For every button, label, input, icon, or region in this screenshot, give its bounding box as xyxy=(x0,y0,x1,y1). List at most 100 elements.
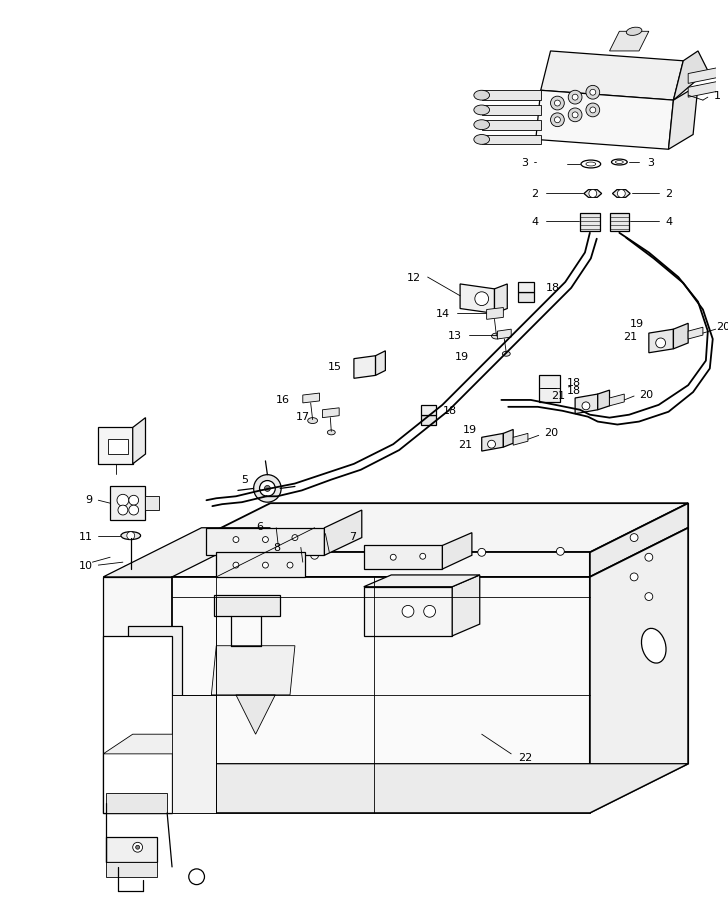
Polygon shape xyxy=(688,68,718,85)
Circle shape xyxy=(630,573,638,581)
Circle shape xyxy=(586,104,600,118)
Circle shape xyxy=(550,114,564,128)
Ellipse shape xyxy=(325,551,333,556)
Polygon shape xyxy=(376,352,385,376)
Circle shape xyxy=(555,101,561,107)
Polygon shape xyxy=(172,553,590,578)
Circle shape xyxy=(569,108,582,123)
Polygon shape xyxy=(103,578,172,813)
Polygon shape xyxy=(609,32,649,52)
Circle shape xyxy=(555,118,561,124)
Circle shape xyxy=(645,593,653,601)
Circle shape xyxy=(630,534,638,542)
Ellipse shape xyxy=(308,418,317,425)
Ellipse shape xyxy=(502,352,510,357)
Polygon shape xyxy=(494,284,507,314)
Ellipse shape xyxy=(273,544,283,549)
Ellipse shape xyxy=(474,120,490,130)
Polygon shape xyxy=(482,434,503,452)
Polygon shape xyxy=(460,284,494,314)
Ellipse shape xyxy=(299,561,306,566)
Polygon shape xyxy=(590,528,688,813)
Text: 21: 21 xyxy=(458,440,472,450)
Polygon shape xyxy=(292,537,309,548)
Circle shape xyxy=(233,562,239,568)
Polygon shape xyxy=(518,292,534,302)
Polygon shape xyxy=(518,282,534,292)
Text: 4: 4 xyxy=(665,217,673,227)
Polygon shape xyxy=(443,533,472,569)
Text: 21: 21 xyxy=(623,332,637,342)
Circle shape xyxy=(132,843,143,852)
Text: 9: 9 xyxy=(85,495,92,505)
Polygon shape xyxy=(103,636,172,813)
Circle shape xyxy=(390,555,396,560)
Text: 18: 18 xyxy=(567,378,582,388)
Ellipse shape xyxy=(615,161,623,164)
Ellipse shape xyxy=(121,532,141,540)
Circle shape xyxy=(589,190,597,199)
Text: 7: 7 xyxy=(349,531,356,541)
Text: 22: 22 xyxy=(518,752,532,762)
Text: 18: 18 xyxy=(545,282,560,292)
Text: 18: 18 xyxy=(567,385,582,395)
Polygon shape xyxy=(452,576,480,636)
Polygon shape xyxy=(354,356,376,379)
Polygon shape xyxy=(612,190,630,198)
Circle shape xyxy=(189,869,205,885)
Polygon shape xyxy=(172,763,688,813)
Ellipse shape xyxy=(474,91,490,101)
Polygon shape xyxy=(580,214,600,231)
Text: 15: 15 xyxy=(328,361,342,371)
Circle shape xyxy=(292,535,298,541)
Text: 8: 8 xyxy=(273,543,280,553)
Circle shape xyxy=(129,506,138,516)
Polygon shape xyxy=(216,553,305,578)
Polygon shape xyxy=(486,308,503,320)
Text: 19: 19 xyxy=(463,425,477,435)
Polygon shape xyxy=(513,434,528,445)
Text: 18: 18 xyxy=(443,405,456,415)
Polygon shape xyxy=(214,595,280,617)
Polygon shape xyxy=(172,695,216,813)
Polygon shape xyxy=(673,324,688,350)
Polygon shape xyxy=(267,518,285,528)
Polygon shape xyxy=(503,430,513,447)
Text: 19: 19 xyxy=(455,352,469,362)
Circle shape xyxy=(645,554,653,561)
Circle shape xyxy=(582,403,590,410)
Polygon shape xyxy=(128,627,182,715)
Ellipse shape xyxy=(641,629,666,663)
Text: 3: 3 xyxy=(521,158,528,168)
Polygon shape xyxy=(364,587,452,636)
Circle shape xyxy=(399,549,407,558)
Polygon shape xyxy=(303,394,320,404)
Circle shape xyxy=(656,339,665,349)
Circle shape xyxy=(118,506,128,516)
Polygon shape xyxy=(364,576,480,587)
Circle shape xyxy=(617,190,625,199)
Ellipse shape xyxy=(474,136,490,145)
Text: 20: 20 xyxy=(544,428,558,438)
Ellipse shape xyxy=(612,160,628,166)
Polygon shape xyxy=(539,376,561,403)
Circle shape xyxy=(311,552,319,559)
Circle shape xyxy=(149,670,159,681)
Circle shape xyxy=(233,537,239,543)
Polygon shape xyxy=(688,328,703,340)
Circle shape xyxy=(263,562,269,568)
Polygon shape xyxy=(236,695,275,734)
Polygon shape xyxy=(598,391,609,410)
Ellipse shape xyxy=(491,333,502,340)
Text: 20: 20 xyxy=(639,390,653,400)
Circle shape xyxy=(590,107,596,114)
Circle shape xyxy=(260,481,275,496)
Ellipse shape xyxy=(123,566,138,573)
Text: 14: 14 xyxy=(436,309,450,319)
Polygon shape xyxy=(103,734,202,754)
Circle shape xyxy=(402,606,414,618)
Text: 10: 10 xyxy=(79,560,92,570)
Circle shape xyxy=(222,554,230,561)
Circle shape xyxy=(149,646,159,656)
Polygon shape xyxy=(668,87,698,150)
